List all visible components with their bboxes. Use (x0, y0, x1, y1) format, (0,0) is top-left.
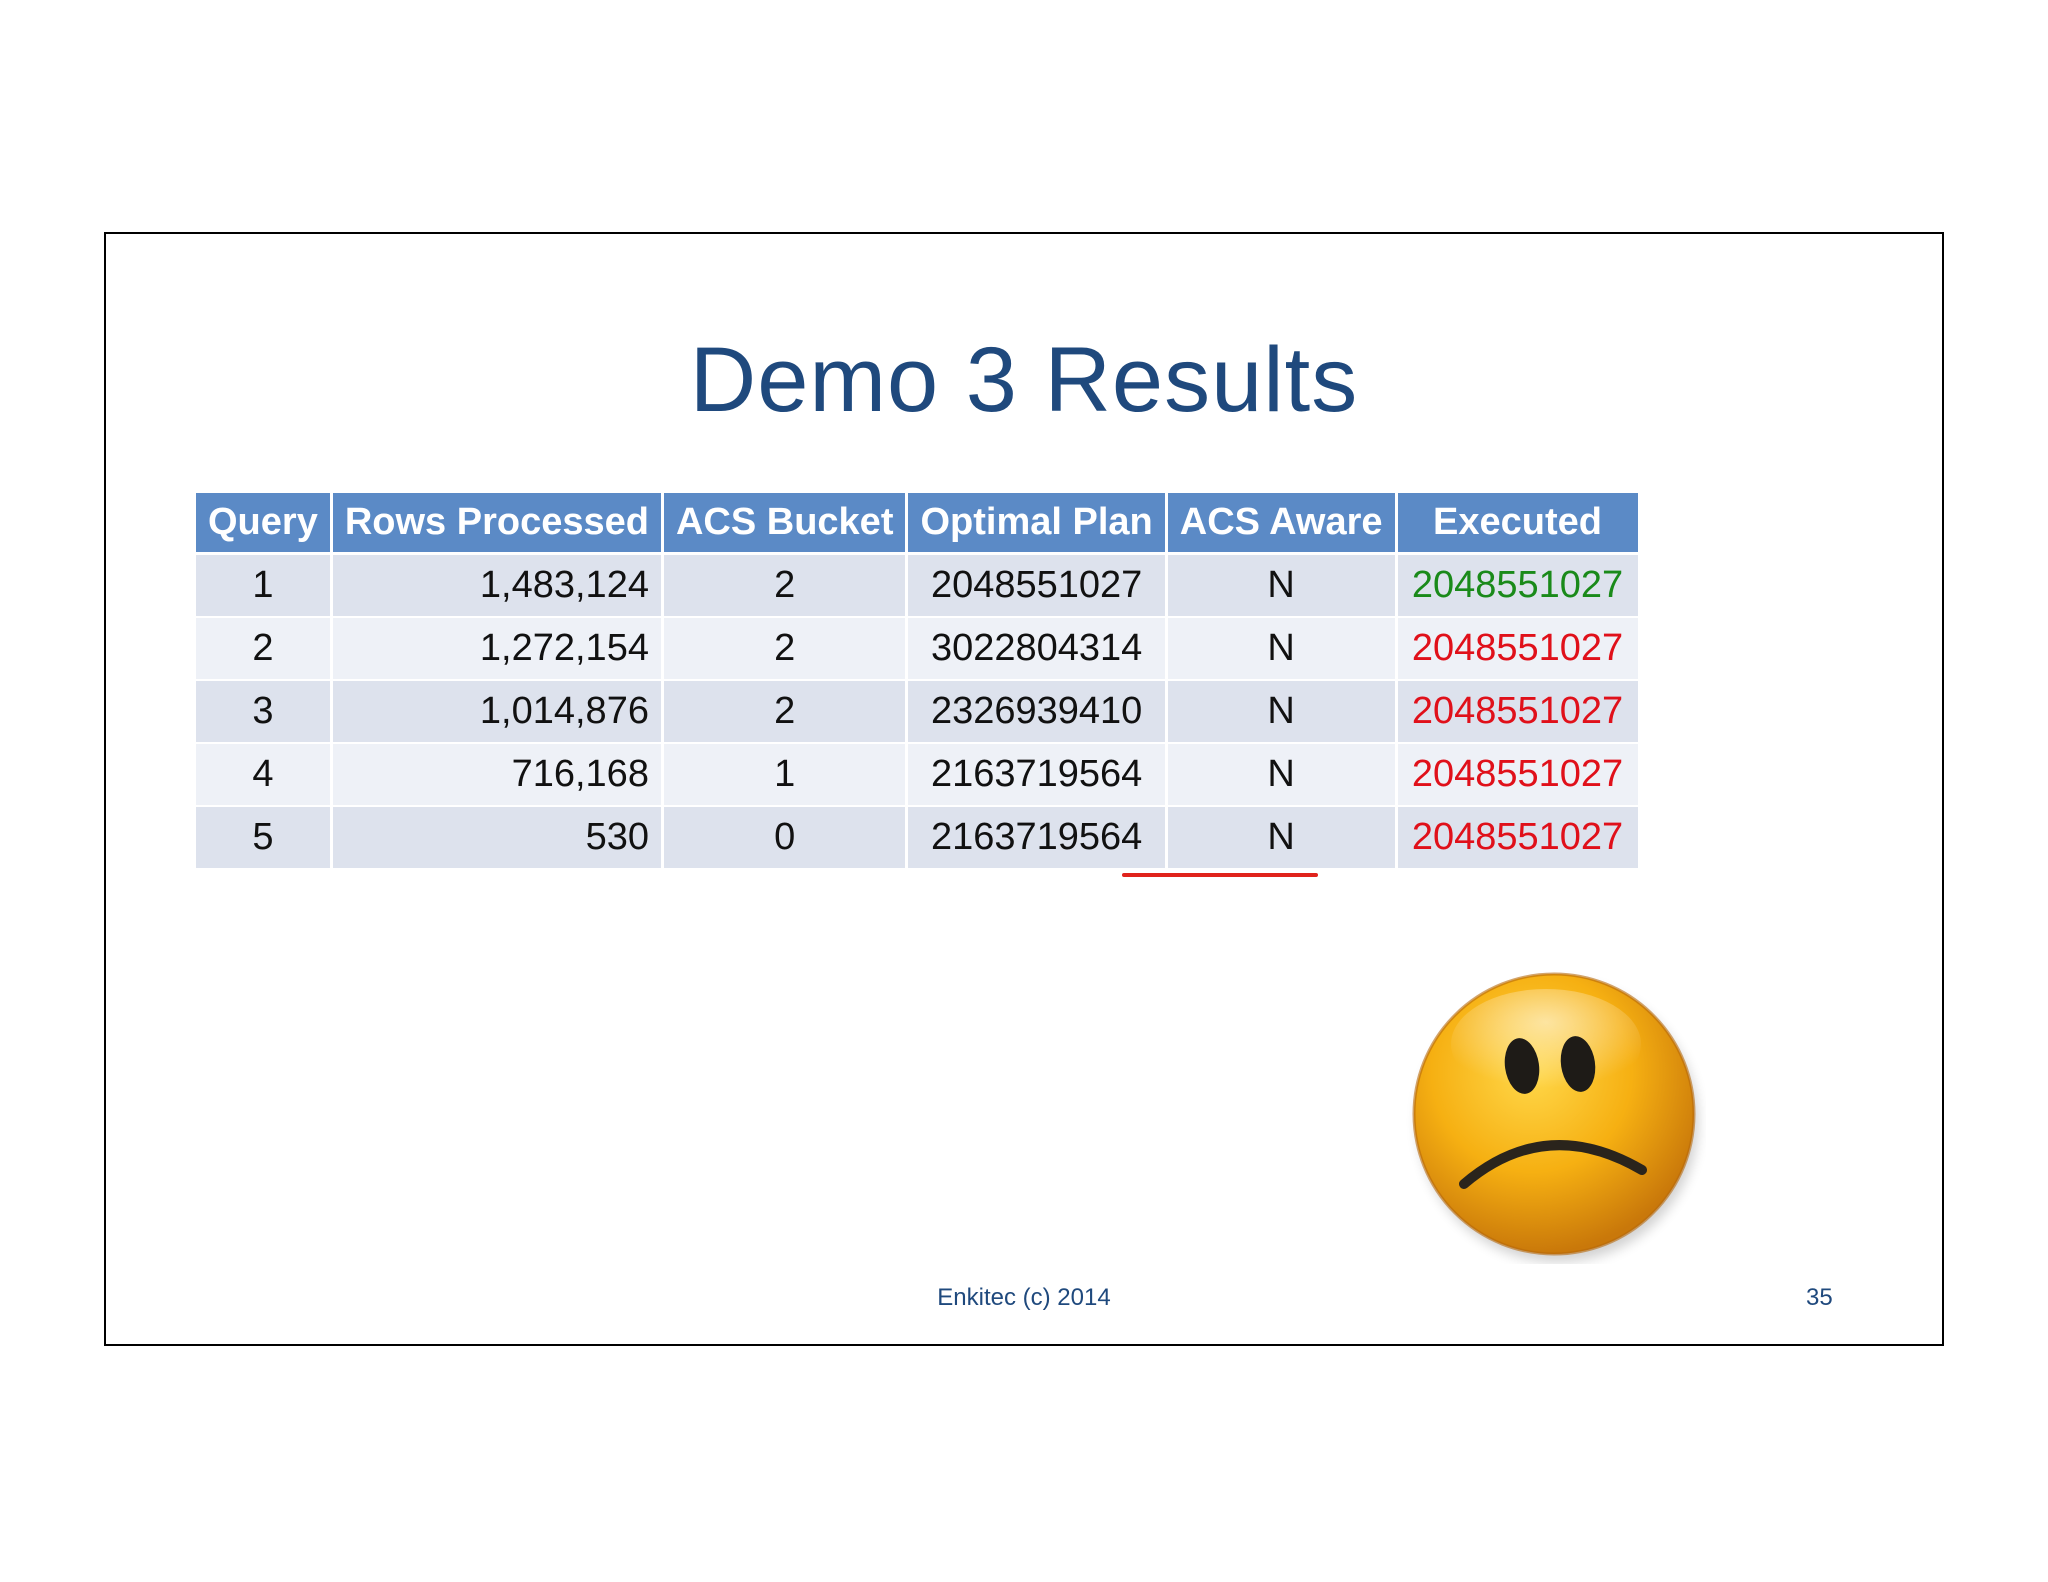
cell-rows-processed: 530 (332, 807, 664, 870)
cell-executed: 2048551027 (1397, 618, 1638, 681)
cell-acs-aware: N (1167, 744, 1398, 807)
table-row: 3 1,014,876 2 2326939410 N 2048551027 (196, 681, 1638, 744)
header-optimal-plan: Optimal Plan (908, 493, 1168, 555)
cell-query: 4 (196, 744, 333, 807)
cell-acs-bucket: 2 (663, 618, 909, 681)
cell-rows-processed: 716,168 (332, 744, 664, 807)
cell-optimal-plan: 2163719564 (908, 744, 1168, 807)
cell-rows-processed: 1,483,124 (332, 555, 664, 618)
cell-query: 2 (196, 618, 333, 681)
cell-executed: 2048551027 (1397, 744, 1638, 807)
cell-query: 3 (196, 681, 333, 744)
cell-optimal-plan: 3022804314 (908, 618, 1168, 681)
header-acs-aware: ACS Aware (1167, 493, 1398, 555)
cell-acs-aware: N (1167, 555, 1398, 618)
sad-face-icon (1406, 964, 1706, 1264)
cell-acs-aware: N (1167, 681, 1398, 744)
cell-query: 5 (196, 807, 333, 870)
cell-optimal-plan: 2048551027 (908, 555, 1168, 618)
cell-executed: 2048551027 (1397, 555, 1638, 618)
cell-acs-bucket: 2 (663, 555, 909, 618)
results-table: Query Rows Processed ACS Bucket Optimal … (196, 493, 1638, 870)
cell-rows-processed: 1,272,154 (332, 618, 664, 681)
cell-executed: 2048551027 (1397, 681, 1638, 744)
footer-copyright: Enkitec (c) 2014 (937, 1284, 1111, 1311)
cell-acs-aware: N (1167, 807, 1398, 870)
acs-aware-underline (1122, 873, 1318, 877)
header-query: Query (196, 493, 333, 555)
cell-acs-bucket: 0 (663, 807, 909, 870)
cell-acs-aware: N (1167, 618, 1398, 681)
table-row: 5 530 0 2163719564 N 2048551027 (196, 807, 1638, 870)
cell-executed: 2048551027 (1397, 807, 1638, 870)
cell-acs-bucket: 2 (663, 681, 909, 744)
header-rows-processed: Rows Processed (332, 493, 664, 555)
cell-acs-bucket: 1 (663, 744, 909, 807)
cell-optimal-plan: 2326939410 (908, 681, 1168, 744)
cell-optimal-plan: 2163719564 (908, 807, 1168, 870)
table-row: 2 1,272,154 2 3022804314 N 2048551027 (196, 618, 1638, 681)
header-executed: Executed (1397, 493, 1638, 555)
slide: Demo 3 Results Query Rows Processed ACS … (104, 232, 1944, 1346)
cell-rows-processed: 1,014,876 (332, 681, 664, 744)
cell-query: 1 (196, 555, 333, 618)
table-header-row: Query Rows Processed ACS Bucket Optimal … (196, 493, 1638, 555)
header-acs-bucket: ACS Bucket (663, 493, 909, 555)
table-row: 4 716,168 1 2163719564 N 2048551027 (196, 744, 1638, 807)
slide-title: Demo 3 Results (689, 329, 1359, 431)
page-number: 35 (1806, 1284, 1833, 1311)
table-row: 1 1,483,124 2 2048551027 N 2048551027 (196, 555, 1638, 618)
